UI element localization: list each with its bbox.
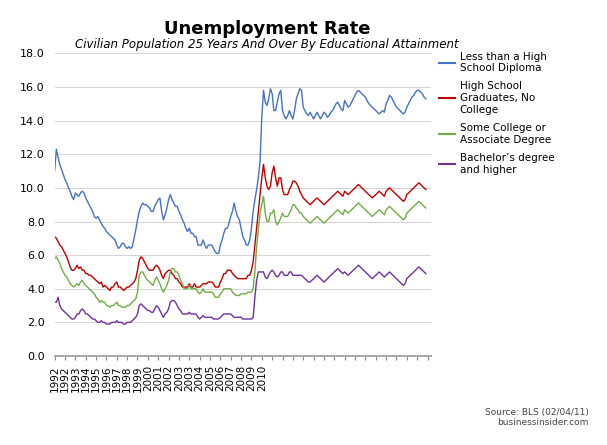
Text: Civilian Population 25 Years And Over By Educational Attainment: Civilian Population 25 Years And Over By… xyxy=(75,38,459,51)
Text: Source: BLS (02/04/11)
businessinsider.com: Source: BLS (02/04/11) businessinsider.c… xyxy=(485,408,589,427)
Text: Unemployment Rate: Unemployment Rate xyxy=(164,20,370,38)
Legend: Less than a High
School Diploma, High School
Graduates, No
College, Some College: Less than a High School Diploma, High Sc… xyxy=(435,47,558,179)
